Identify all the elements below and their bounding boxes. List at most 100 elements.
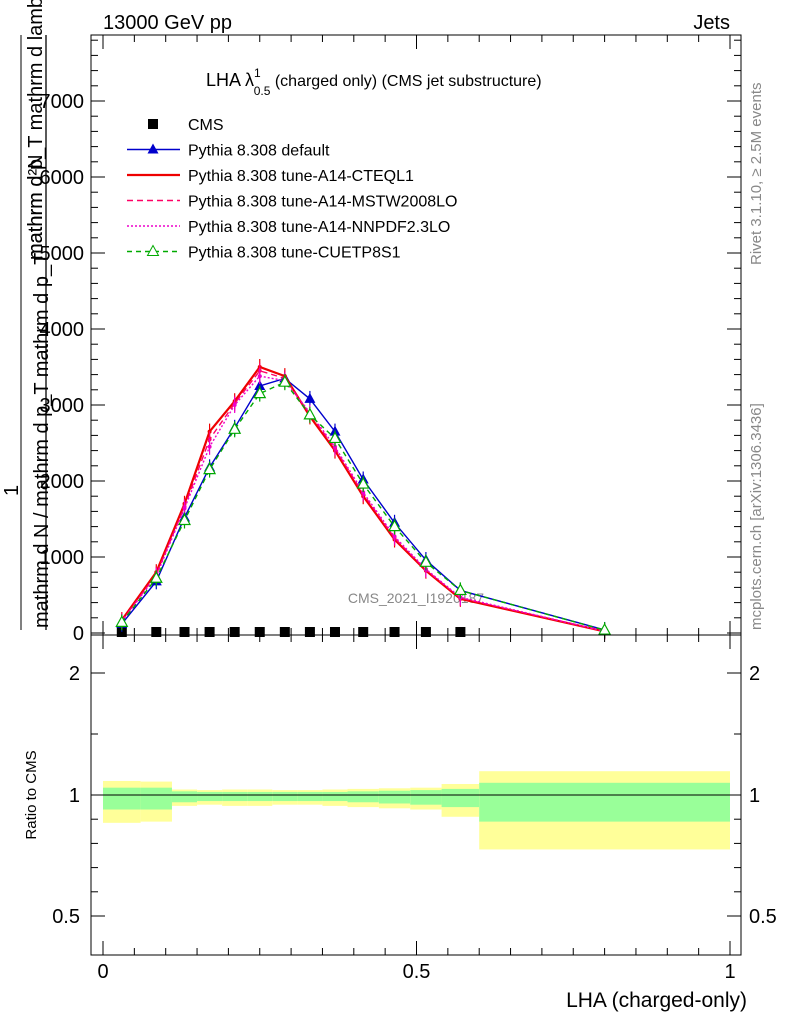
legend-label: Pythia 8.308 default (188, 143, 330, 160)
stat-uncertainty-band (441, 788, 480, 808)
cms-data-point (179, 627, 190, 637)
cms-data-point (204, 627, 215, 637)
stat-uncertainty-band (272, 791, 298, 802)
header-process: 13000 GeV pp (103, 12, 232, 34)
main-y-label: mathrm d²N mathrm d p_T mathrm d lambda … (1, 0, 53, 630)
y-tick-label: 6000 (40, 167, 85, 189)
header-category: Jets (693, 12, 730, 34)
data-point (203, 462, 217, 475)
cms-data-point (304, 627, 315, 637)
y-label-denominator: mathrm d N / mathrm d p_T mathrm d p_T (31, 253, 53, 628)
title-main: LHA λ (206, 70, 254, 90)
y-label-prefix: 1 (1, 485, 23, 496)
legend-entry-5: Pythia 8.308 tune-CUETP8S1 (127, 244, 401, 262)
stat-uncertainty-band (347, 791, 379, 803)
y-tick-label: 1000 (40, 547, 85, 569)
stat-uncertainty-band (171, 791, 198, 803)
ratio-y-tick-label: 1 (69, 785, 80, 807)
cms-data-point (151, 627, 162, 637)
y-tick-label: 5000 (40, 243, 85, 265)
analysis-watermark: CMS_2021_I1920187 (348, 590, 484, 606)
mcplots-label: mcplots.cern.ch [arXiv:1306.3436] (748, 403, 765, 630)
cms-data-point (455, 627, 466, 637)
data-point (228, 422, 242, 434)
series-0 (116, 627, 466, 637)
y-tick-label: 0 (73, 623, 84, 645)
x-tick-label: 0.5 (403, 961, 431, 983)
data-point (361, 490, 366, 495)
data-point (182, 506, 187, 511)
y-tick-label: 2000 (40, 471, 85, 493)
ratio-y-tick-label: 0.5 (52, 906, 80, 928)
title-superscript: 1 (254, 66, 261, 80)
rivet-version-label: Rivet 3.1.10, ≥ 2.5M events (748, 83, 765, 266)
stat-uncertainty-band (378, 790, 411, 804)
cms-data-point (254, 627, 265, 637)
legend-entry-0: CMS (148, 117, 224, 134)
ratio-x-axis: 0 0.5 1 (97, 635, 736, 983)
x-tick-label: 1 (724, 961, 735, 983)
ratio-y-tick-label-right: 0.5 (749, 906, 777, 928)
data-point (149, 571, 163, 583)
stat-uncertainty-band (479, 782, 730, 822)
cms-data-point (116, 627, 127, 637)
cms-data-point (389, 627, 400, 637)
data-point (232, 403, 237, 407)
cms-data-point (279, 627, 290, 637)
data-point (304, 392, 316, 403)
title-subscript: 0.5 (254, 84, 271, 98)
cms-data-point (329, 627, 340, 637)
y-label-numerator-2: mathrm d p_T mathrm d lambda (25, 0, 47, 260)
ratio-y-axis: 0.5 0.5 1 1 2 2 (52, 663, 777, 928)
ratio-y-tick-label-right: 1 (749, 785, 760, 807)
x-tick-label: 0 (97, 961, 108, 983)
y-tick-label: 3000 (40, 395, 85, 417)
x-axis-label: LHA (charged-only) (566, 989, 747, 1012)
legend-entry-4: Pythia 8.308 tune-A14-NNPDF2.3LO (127, 219, 450, 236)
ratio-y-tick-label-right: 2 (749, 663, 760, 685)
data-point (257, 374, 262, 379)
data-point (388, 519, 402, 532)
legend-marker (147, 143, 159, 154)
stat-uncertainty-band (297, 791, 323, 802)
cms-data-point (358, 627, 369, 637)
stat-uncertainty-band (410, 790, 442, 805)
data-point (303, 407, 317, 420)
y-label-numerator: mathrm d²N (25, 154, 47, 260)
legend-label: Pythia 8.308 tune-CUETP8S1 (188, 245, 401, 262)
plot-title: LHA λ1 0.5 (charged only) (CMS jet substr… (206, 66, 542, 98)
data-point (332, 444, 337, 449)
legend-label: Pythia 8.308 tune-A14-MSTW2008LO (188, 194, 457, 211)
stat-uncertainty-band (103, 787, 141, 810)
title-rest: (charged only) (CMS jet substructure) (270, 73, 541, 90)
series-5 (115, 374, 612, 639)
legend-label: CMS (188, 117, 224, 134)
legend-marker (148, 119, 158, 129)
data-point (419, 555, 433, 567)
legend-marker (146, 244, 160, 256)
stat-uncertainty-band (140, 787, 172, 810)
data-point (177, 513, 192, 526)
series-line (121, 377, 605, 631)
stat-uncertainty-band (247, 791, 273, 802)
legend-entry-1: Pythia 8.308 default (127, 143, 330, 160)
stat-uncertainty-band (197, 791, 223, 802)
data-point (356, 476, 370, 489)
data-point (115, 615, 129, 627)
data-point (598, 622, 612, 635)
data-point (453, 583, 467, 596)
data-point (207, 444, 212, 449)
stat-uncertainty-band (222, 791, 248, 802)
y-tick-label: 4000 (40, 319, 85, 341)
data-point (392, 534, 397, 539)
stat-uncertainty-band (322, 791, 348, 802)
series-line (121, 375, 605, 632)
cms-data-point (229, 627, 240, 637)
series-line (121, 381, 605, 631)
data-point (254, 380, 266, 390)
ratio-bands (91, 771, 741, 850)
y-tick-label: 7000 (40, 91, 85, 113)
series-layer (115, 359, 612, 640)
legend-label: Pythia 8.308 tune-A14-CTEQL1 (188, 168, 414, 185)
